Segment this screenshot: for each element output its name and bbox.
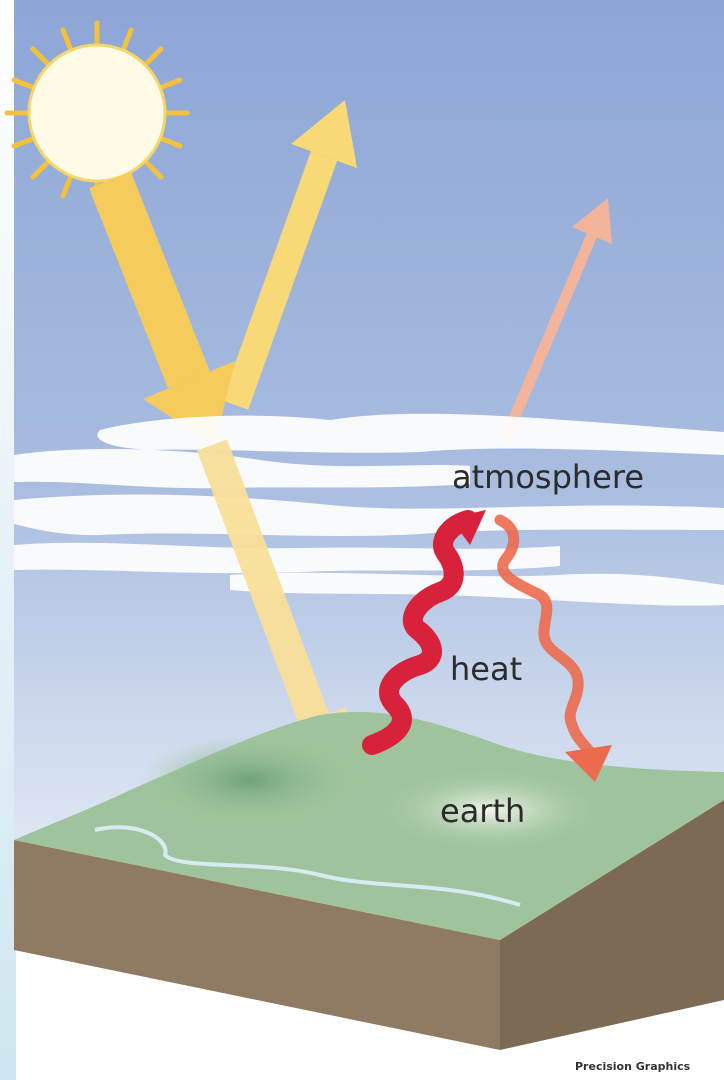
left-strip — [0, 0, 16, 1080]
label-atmosphere: atmosphere — [452, 458, 644, 496]
label-heat: heat — [450, 650, 522, 688]
reflected-arrow — [221, 100, 357, 410]
heat-returning — [494, 514, 612, 782]
sun — [4, 20, 190, 206]
credit: Precision Graphics — [575, 1060, 691, 1073]
label-earth: earth — [440, 792, 525, 830]
outgoing-arrow — [499, 198, 612, 443]
clouds — [14, 413, 724, 606]
land — [14, 711, 724, 1050]
heat-rising — [362, 510, 486, 755]
